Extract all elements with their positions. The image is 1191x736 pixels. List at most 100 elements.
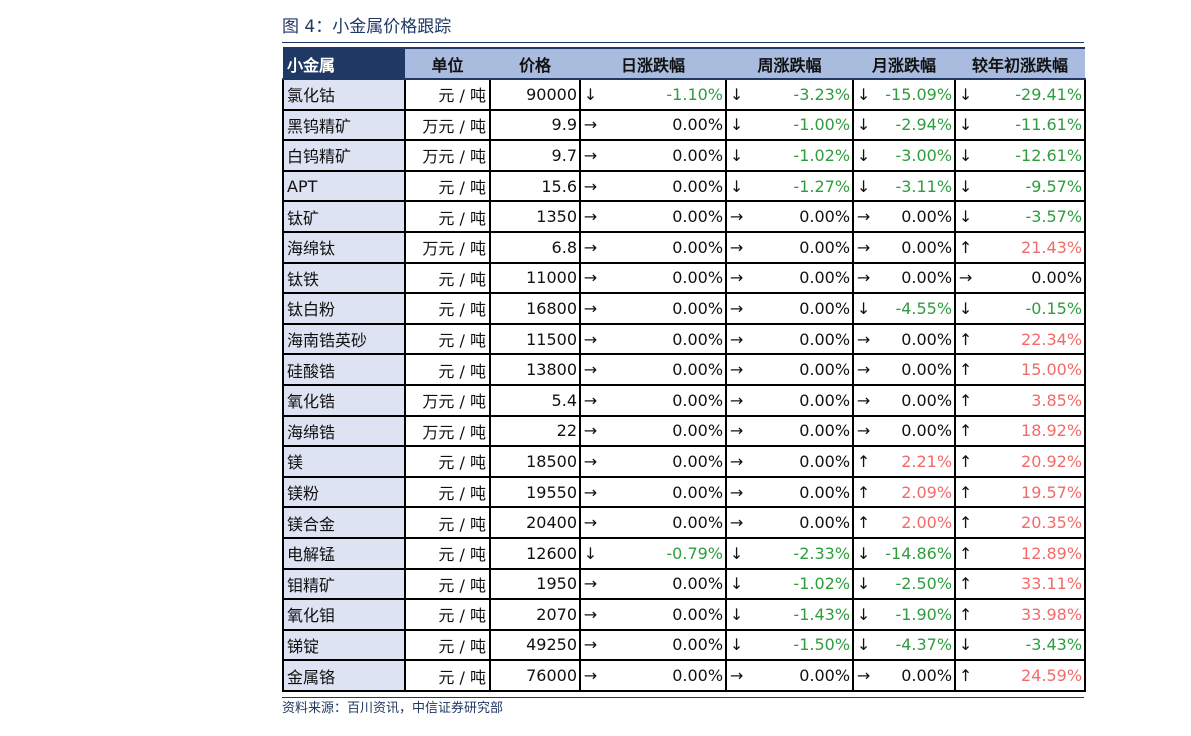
ytd-change-value: 21.43% — [975, 231, 1087, 264]
week-change-value: 0.00% — [746, 293, 855, 325]
price-cell: 18500 — [490, 446, 581, 478]
trend-flat-icon: → — [580, 446, 600, 478]
ytd-change-value: 0.00% — [975, 262, 1087, 295]
unit-cell: 元 / 吨 — [405, 201, 491, 233]
trend-flat-icon: → — [726, 323, 747, 356]
ytd-change-value: -9.57% — [975, 170, 1087, 203]
unit-cell: 元 / 吨 — [405, 354, 491, 386]
trend-down-icon: ↓ — [853, 629, 874, 662]
month-change-value: 2.09% — [873, 476, 957, 509]
month-change-value: 0.00% — [873, 384, 957, 417]
trend-down-icon: ↓ — [853, 140, 874, 172]
day-change-value: 0.00% — [600, 384, 728, 417]
trend-flat-icon: → — [580, 323, 600, 356]
price-cell: 13800 — [490, 354, 581, 386]
week-change-value: 0.00% — [746, 384, 855, 417]
table-row: 锑锭元 / 吨 49250 → 0.00% ↓ -1.50% ↓ -4.37% ↓ -3.43% — [282, 629, 1087, 662]
price-cell: 19550 — [490, 476, 581, 509]
metal-name: 白钨精矿 — [282, 140, 406, 172]
trend-down-icon: ↓ — [726, 599, 747, 631]
trend-flat-icon: → — [726, 476, 747, 509]
trend-flat-icon: → — [726, 384, 747, 417]
trend-flat-icon: → — [580, 354, 600, 386]
unit-cell: 元 / 吨 — [405, 476, 491, 509]
price-cell: 6.8 — [490, 231, 581, 264]
trend-flat-icon: → — [580, 170, 600, 203]
table-row: 镁粉元 / 吨 19550 → 0.00% → 0.00% ↑ 2.09% ↑ 19.57% — [282, 476, 1087, 509]
month-change-value: 0.00% — [873, 354, 957, 386]
trend-up-icon: ↑ — [955, 599, 976, 631]
ytd-change-value: 12.89% — [975, 537, 1087, 570]
day-change-value: 0.00% — [600, 170, 728, 203]
table-row: 钛白粉元 / 吨 16800 → 0.00% → 0.00% ↓ -4.55% ↓ -0.15% — [282, 293, 1087, 325]
unit-cell: 元 / 吨 — [405, 629, 491, 662]
trend-flat-icon: → — [580, 109, 600, 142]
day-change-value: 0.00% — [600, 415, 728, 448]
metal-name: 钛白粉 — [282, 293, 406, 325]
trend-up-icon: ↑ — [955, 507, 976, 539]
trend-flat-icon: → — [580, 660, 600, 692]
month-change-value: 0.00% — [873, 201, 957, 233]
day-change-value: 0.00% — [600, 262, 728, 295]
week-change-value: 0.00% — [746, 201, 855, 233]
table-row: 镁元 / 吨 18500 → 0.00% → 0.00% ↑ 2.21% ↑ 20.92% — [282, 446, 1087, 478]
trend-down-icon: ↓ — [726, 537, 747, 570]
unit-cell: 元 / 吨 — [405, 507, 491, 539]
day-change-value: 0.00% — [600, 354, 728, 386]
trend-down-icon: ↓ — [853, 537, 874, 570]
month-change-value: -2.50% — [873, 568, 957, 601]
unit-cell: 元 / 吨 — [405, 446, 491, 478]
trend-up-icon: ↑ — [955, 354, 976, 386]
price-cell: 12600 — [490, 537, 581, 570]
table-row: 钼精矿元 / 吨 1950 → 0.00% ↓ -1.02% ↓ -2.50% ↑ 33.11% — [282, 568, 1087, 601]
trend-flat-icon: → — [853, 262, 874, 295]
metal-name: 硅酸锆 — [282, 354, 406, 386]
table-body: 氯化钴元 / 吨 90000 ↓ -1.10% ↓ -3.23% ↓ -15.09% ↓ -29.… — [282, 79, 1087, 692]
table-row: 氯化钴元 / 吨 90000 ↓ -1.10% ↓ -3.23% ↓ -15.09% ↓ -29.… — [282, 79, 1087, 111]
metal-name: APT — [282, 170, 406, 203]
ytd-change-value: -29.41% — [975, 79, 1087, 111]
trend-down-icon: ↓ — [726, 109, 747, 142]
metal-name: 氧化锆 — [282, 384, 406, 417]
day-change-value: 0.00% — [600, 201, 728, 233]
price-cell: 15.6 — [490, 170, 581, 203]
trend-down-icon: ↓ — [853, 109, 874, 142]
table-row: 海南锆英砂元 / 吨 11500 → 0.00% → 0.00% → 0.00% ↑ 22.34% — [282, 323, 1087, 356]
month-change-value: -2.94% — [873, 109, 957, 142]
trend-flat-icon: → — [580, 384, 600, 417]
trend-flat-icon: → — [580, 629, 600, 662]
table-row: 硅酸锆元 / 吨 13800 → 0.00% → 0.00% → 0.00% ↑ 15.00% — [282, 354, 1087, 386]
month-change-value: -14.86% — [873, 537, 957, 570]
month-change-value: -4.55% — [873, 293, 957, 325]
trend-flat-icon: → — [853, 415, 874, 448]
trend-flat-icon: → — [580, 293, 600, 325]
week-change-value: -1.02% — [746, 140, 855, 172]
day-change-value: 0.00% — [600, 660, 728, 692]
header-week-change: 周涨跌幅 — [726, 47, 854, 80]
trend-flat-icon: → — [580, 599, 600, 631]
trend-up-icon: ↑ — [853, 446, 874, 478]
month-change-value: -1.90% — [873, 599, 957, 631]
trend-flat-icon: → — [726, 507, 747, 539]
table-row: 钛铁元 / 吨 11000 → 0.00% → 0.00% → 0.00% → 0.00% — [282, 262, 1087, 295]
table-row: 钛矿元 / 吨 1350 → 0.00% → 0.00% → 0.00% ↓ -3.57% — [282, 201, 1087, 233]
day-change-value: -1.10% — [600, 79, 728, 111]
unit-cell: 万元 / 吨 — [405, 231, 491, 264]
figure-title: 图 4：小金属价格跟踪 — [282, 14, 1084, 43]
metal-name: 海绵锆 — [282, 415, 406, 448]
month-change-value: -3.00% — [873, 140, 957, 172]
metal-name: 海南锆英砂 — [282, 323, 406, 356]
trend-flat-icon: → — [726, 660, 747, 692]
price-cell: 2070 — [490, 599, 581, 631]
unit-cell: 元 / 吨 — [405, 537, 491, 570]
price-cell: 9.7 — [490, 140, 581, 172]
unit-cell: 元 / 吨 — [405, 660, 491, 692]
trend-down-icon: ↓ — [726, 629, 747, 662]
price-cell: 20400 — [490, 507, 581, 539]
trend-flat-icon: → — [580, 201, 600, 233]
trend-up-icon: ↑ — [955, 660, 976, 692]
week-change-value: 0.00% — [746, 231, 855, 264]
trend-flat-icon: → — [853, 384, 874, 417]
table-row: 白钨精矿 万元 / 吨 9.7 → 0.00% ↓ -1.02% ↓ -3.00% ↓ -12.61… — [282, 140, 1087, 172]
header-price: 价格 — [490, 47, 580, 80]
